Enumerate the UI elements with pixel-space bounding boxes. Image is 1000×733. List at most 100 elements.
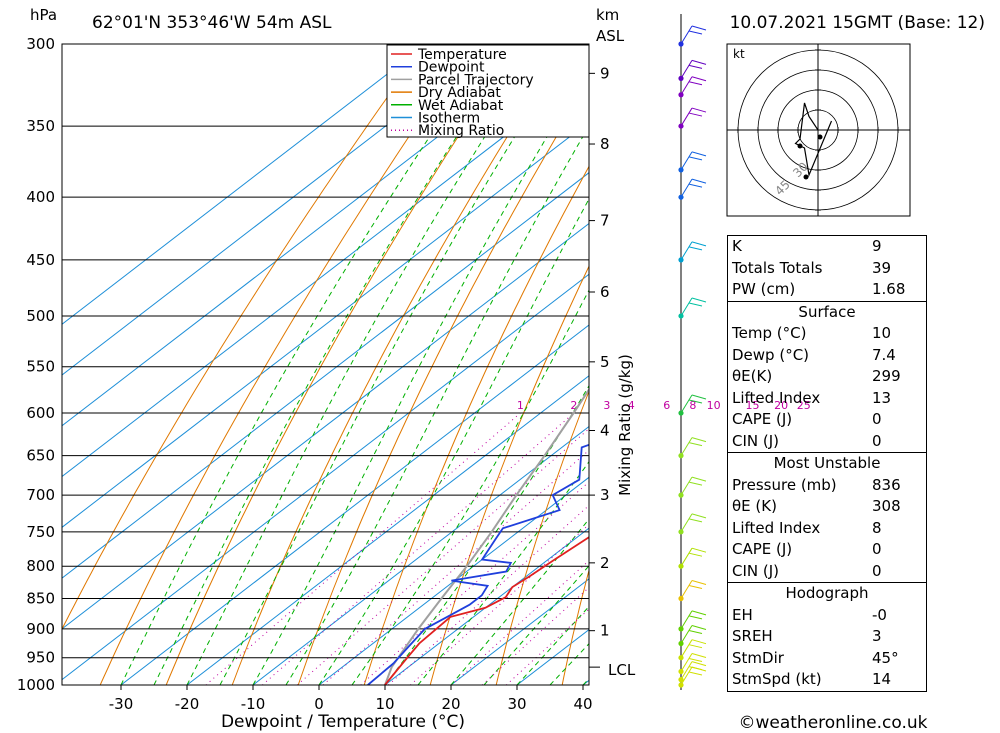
wind-barb [680,476,707,496]
index-value: -0 [872,605,887,624]
index-name: SREH [732,627,773,645]
pressure-tick-label: 400 [26,188,55,206]
mixing-ratio-label: 20 [774,399,788,412]
pressure-tick-label: 700 [26,486,55,504]
temperature-tick-label: 30 [507,695,526,713]
sounding-curves [367,387,589,685]
temperature-tick-label: -30 [109,695,134,713]
index-value: 299 [872,367,901,385]
wind-barb [680,666,707,686]
index-name: Temp (°C) [732,324,807,342]
pressure-tick-label: 550 [26,358,55,376]
mixing-ratio-label: 10 [707,399,721,412]
index-value: 39 [872,258,892,277]
pressure-tick-label: 800 [26,557,55,575]
index-name: θE(K) [732,367,773,385]
index-value: 3 [872,627,882,645]
dewpoint-curve [367,443,589,685]
index-name: Lifted Index [732,388,821,407]
pressure-axis: 300 350 400 450 500 550 600 650 700 750 800 850 900 9… [17,35,55,694]
index-value: 0 [872,561,882,580]
wind-barb [680,241,707,261]
index-value: 10 [872,324,892,342]
height-tick-label: 8 [600,135,610,153]
index-row: CAPE (J) 0 [728,539,926,561]
index-value: 0 [872,431,882,450]
index-value: 9 [872,237,882,255]
hodograph-title: Hodograph [785,584,869,602]
legend-box [386,44,590,138]
index-row: PW (cm) 1.68 [728,279,926,301]
most-unstable-title: Most Unstable [773,454,881,472]
mixing-ratio-label: 15 [746,399,760,412]
index-value: 14 [872,670,892,688]
height-tick-label: 6 [600,283,610,301]
wind-barb [680,59,707,79]
wind-barb [680,653,707,672]
wind-barb [680,394,707,414]
pressure-tick-label: 450 [26,251,55,269]
index-name: Totals Totals [732,258,823,277]
indices-panel: K 9 Totals Totals 39 PW (cm) 1.68 Surface Tem… [727,235,927,692]
mixing-ratio-line [388,504,589,685]
wind-barb [680,437,707,456]
mixing-ratio-label: 2 [570,399,577,412]
index-value: 1.68 [872,280,906,298]
height-tick-label: 4 [600,421,610,439]
legend-label: Mixing Ratio [418,123,504,139]
wind-profile [678,14,707,690]
dry-adiabat-line [99,44,472,685]
mixing-ratio-line [322,449,589,685]
dry-adiabat-line [165,44,519,685]
height-unit-asl: ASL [596,27,625,45]
index-name: CAPE (J) [732,410,793,428]
index-row: Totals Totals 39 [728,258,926,280]
wet-adiabat-line [120,44,493,685]
isotherm-line [384,527,589,685]
wet-adiabat-line [318,197,589,685]
wet-adiabat-line [186,44,546,685]
legend-label: Temperature [417,47,507,63]
hodograph-point [797,143,803,149]
hodograph-point [817,134,823,140]
index-value: 45° [872,648,899,667]
isotherm-line [62,222,589,630]
dry-adiabat-line [231,44,566,685]
dry-adiabat-line [363,165,589,685]
index-name: Pressure (mb) [732,475,837,494]
index-row: StmDir 45° [728,648,926,670]
index-row: Dewp (°C) 7.4 [728,345,926,367]
legend-label: Isotherm [418,111,480,127]
index-name: CIN (J) [732,431,780,450]
index-row: θE (K) 308 [728,496,926,518]
wind-barb [680,76,707,96]
height-tick-label: 2 [600,554,610,572]
index-name: EH [732,605,753,624]
pressure-tick-label: 900 [26,620,55,638]
isotherm-line [62,273,589,681]
wind-barb [680,610,707,630]
pressure-tick-label: 600 [26,404,55,422]
isotherm-line [62,44,559,427]
index-value: 0 [872,540,882,558]
height-tick-label: 5 [600,353,610,371]
index-row: SREH 3 [728,626,926,648]
height-tick-label: 1 [600,622,610,640]
index-name: CIN (J) [732,561,780,580]
legend-label: Dewpoint [418,60,485,76]
dry-adiabat-line [495,389,589,685]
wind-barb [680,25,707,45]
parcel-trajectory-curve [384,387,589,685]
legend-label: Dry Adiabat [418,85,501,101]
temperature-tick-label: 10 [375,695,394,713]
height-tick-label: 3 [600,486,610,504]
x-axis-label: Dewpoint / Temperature (°C) [221,712,465,732]
isotherm-line [120,324,589,685]
temperature-tick-label: -10 [241,695,266,713]
isotherm-line [62,70,589,478]
mixing-ratio-label: 1 [517,399,524,412]
index-row: θE(K) 299 [728,366,926,388]
mixing-ratio-label: 25 [797,399,811,412]
dry-adiabat-line [958,45,1000,685]
mixing-ratio-label: 8 [689,399,696,412]
